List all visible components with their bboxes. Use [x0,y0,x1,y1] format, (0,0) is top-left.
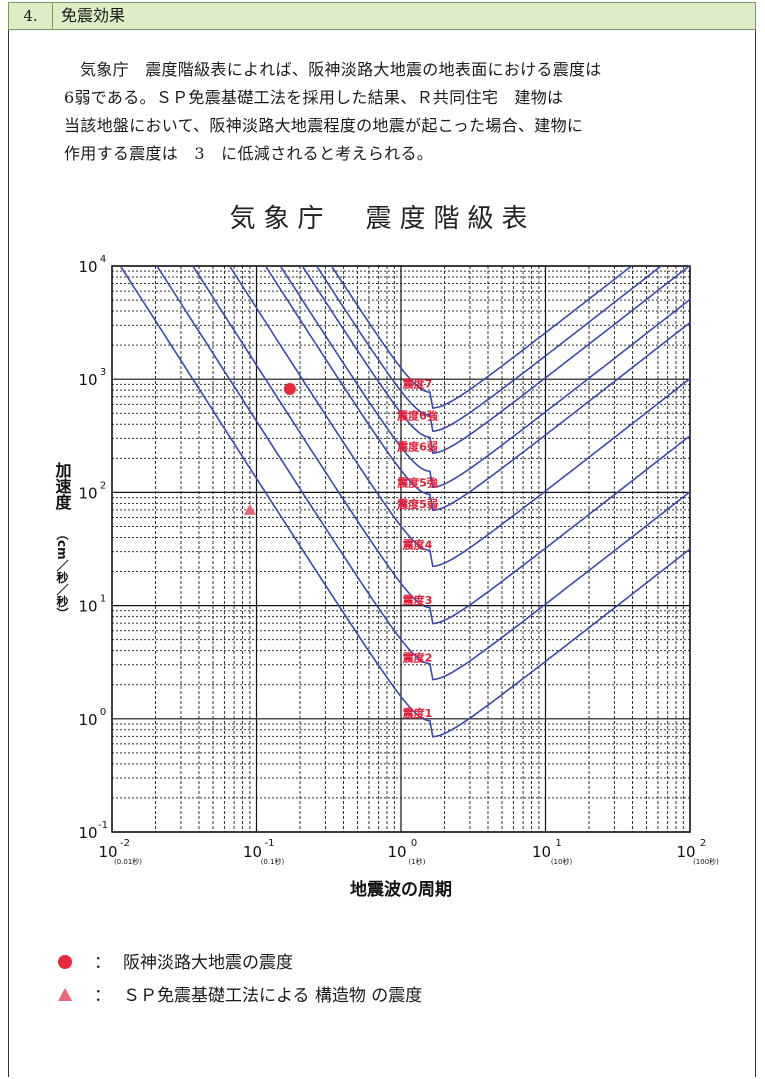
intensity-curve [156,266,690,681]
paragraph-line: 6弱である。ＳＰ免震基礎工法を採用した結果、Ｒ共同住宅 建物は [64,88,564,107]
x-tick-exponent: 0 [411,838,417,849]
x-tick-sublabel: (0.01秒) [114,857,142,866]
description-paragraph: 気象庁 震度階級表によれば、阪神淡路大地震の地表面における震度は 6弱である。Ｓ… [64,56,734,168]
zone-label: 震度6強 [396,408,438,422]
x-tick-label: 10 [387,843,406,861]
y-tick-label: 10 [78,371,97,389]
red-triangle-icon [58,988,72,1001]
data-point-circle [283,382,296,395]
x-tick-exponent: 1 [555,838,561,849]
y-tick-exponent: 1 [100,594,106,605]
y-tick-label: 10 [78,258,97,276]
x-tick-label: 10 [676,843,695,861]
y-tick-label: 10 [78,824,97,842]
section-title: 免震効果 [61,6,126,25]
y-tick-exponent: 0 [100,707,106,718]
zone-label: 震度5弱 [396,497,438,511]
zone-label: 震度7 [402,376,433,390]
y-axis-label: 加速度 [53,462,73,511]
intensity-curve [315,266,663,433]
paragraph-line: 気象庁 震度階級表によれば、阪神淡路大地震の地表面における震度は [80,60,602,79]
zone-label: 震度1 [402,706,433,720]
data-point-triangle [243,503,256,515]
x-tick-exponent: 2 [700,838,706,849]
y-tick-label: 10 [78,598,97,616]
legend-colon: ： [94,986,111,1006]
intensity-curve [191,266,690,625]
y-tick-exponent: 3 [100,367,106,378]
grid-lines [111,265,691,833]
intensity-curves [119,266,690,738]
x-tick-sublabel: (10秒) [551,857,573,866]
y-tick-exponent: 2 [100,480,106,491]
x-tick-label: 10 [98,843,117,861]
legend-item-triangle: ： ＳＰ免震基礎工法による 構造物 の震度 [58,981,422,1006]
y-tick-label: 10 [78,484,97,502]
x-tick-exponent: -2 [120,838,130,849]
chart-title: 気象庁 震度階級表 [229,204,536,234]
intensity-curve [330,266,633,409]
y-axis-unit: （cm／秒／秒） [55,528,69,620]
zone-label: 震度5強 [396,475,438,489]
y-tick-exponent: -1 [98,820,108,831]
intensity-curve [279,266,690,489]
y-tick-exponent: 4 [100,254,106,265]
zone-label: 震度4 [402,537,433,551]
x-tick-label: 10 [532,843,551,861]
x-tick-sublabel: (1秒) [409,857,426,866]
intensity-curve [228,266,690,568]
zone-label: 震度2 [402,651,433,665]
x-tick-sublabel: (100秒) [693,857,719,866]
paragraph-line: 当該地盤において、阪神淡路大地震程度の地震が起こった場合、建物に [64,116,584,135]
page-frame [8,2,756,1077]
legend-label: ＳＰ免震基礎工法による 構造物 の震度 [123,986,423,1006]
zone-label: 震度3 [402,593,433,607]
legend-colon: ： [94,953,111,973]
intensity-curve [119,266,690,738]
zone-label: 震度6弱 [396,439,438,453]
y-tick-label: 10 [78,711,97,729]
legend-item-circle: ： 阪神淡路大地震の震度 [58,948,293,973]
paragraph-line: 作用する震度は 3 に低減されると考えられる。 [64,144,434,163]
section-number: 4. [9,3,53,29]
x-tick-label: 10 [243,843,262,861]
intensity-curve [301,266,690,455]
red-circle-icon [58,955,72,969]
x-tick-sublabel: (0.1秒) [261,857,285,866]
x-axis-label: 地震波の周期 [350,879,452,900]
section-header: 4. 免震効果 [8,2,756,30]
x-tick-exponent: -1 [265,838,275,849]
intensity-curve [264,266,690,512]
legend-label: 阪神淡路大地震の震度 [123,953,293,973]
